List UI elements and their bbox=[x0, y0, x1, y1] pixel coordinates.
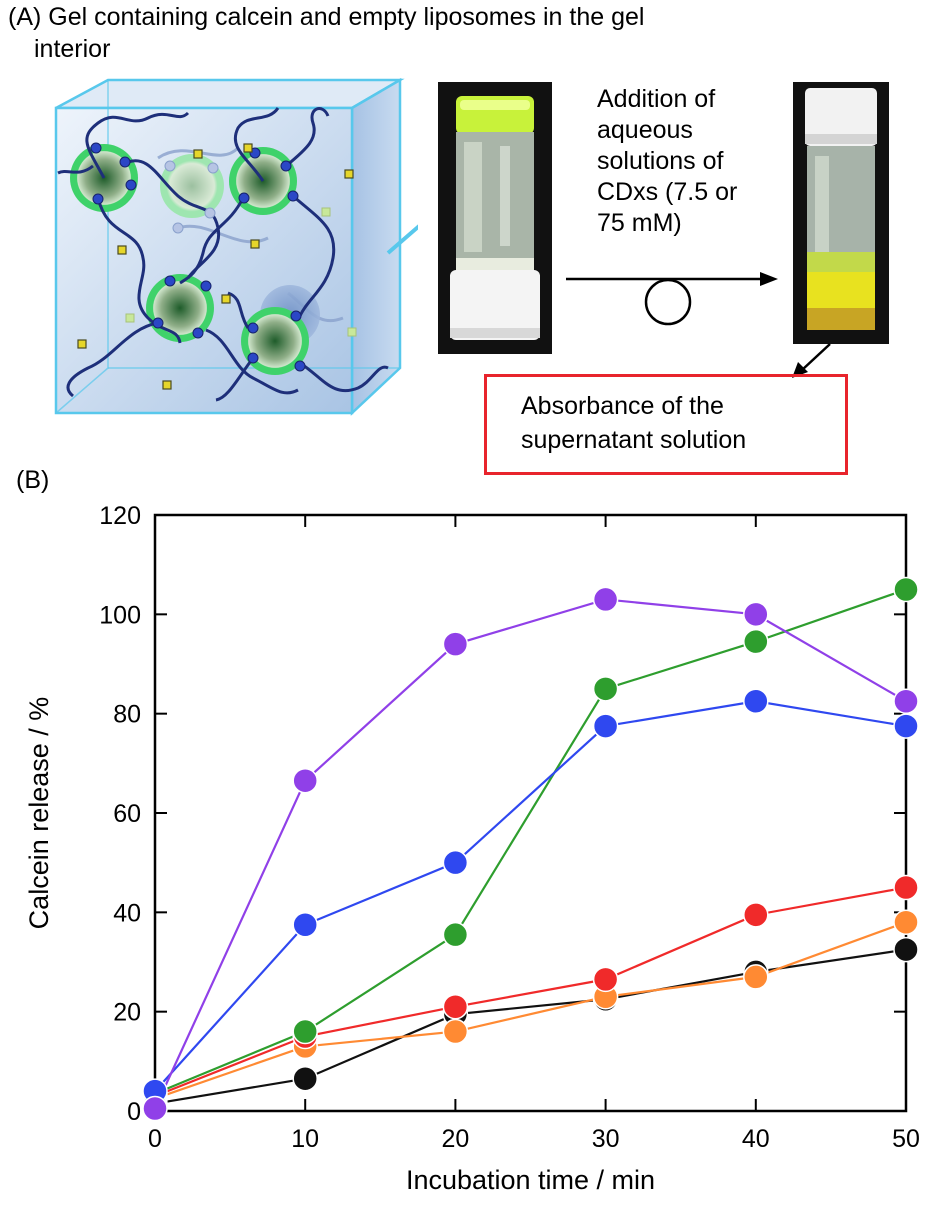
vial-photo-before bbox=[438, 82, 552, 354]
x-tick-label: 0 bbox=[148, 1125, 162, 1153]
data-point-3-3 bbox=[592, 676, 619, 702]
data-point-5-4 bbox=[743, 601, 769, 628]
data-point-4-3 bbox=[592, 713, 619, 739]
data-point-5-0 bbox=[142, 1095, 168, 1122]
y-tick-label: 40 bbox=[113, 899, 141, 927]
data-point-5-5 bbox=[893, 688, 919, 714]
x-tick-label: 20 bbox=[441, 1125, 469, 1153]
data-point-4-1 bbox=[292, 912, 318, 938]
x-tick-label: 30 bbox=[592, 1125, 620, 1153]
y-tick-label: 60 bbox=[113, 800, 141, 828]
data-point-4-4 bbox=[743, 688, 769, 714]
panel-b-label: (B) bbox=[16, 466, 50, 494]
addition-label-line4: CDxs (7.5 or bbox=[597, 178, 738, 206]
data-point-1-2 bbox=[442, 1018, 469, 1045]
result-label-line2: supernatant solution bbox=[521, 426, 747, 454]
x-tick-label: 50 bbox=[892, 1125, 920, 1153]
y-tick-label: 20 bbox=[113, 999, 141, 1027]
data-point-1-4 bbox=[743, 964, 769, 990]
addition-label-line1: Addition of bbox=[597, 85, 716, 113]
panel-a-title-line2: interior bbox=[34, 35, 111, 63]
x-tick-label: 10 bbox=[291, 1125, 319, 1153]
data-point-0-5 bbox=[893, 936, 919, 963]
data-point-3-4 bbox=[743, 628, 769, 655]
addition-label-line5: 75 mM) bbox=[597, 209, 682, 237]
x-axis-label: Incubation time / min bbox=[406, 1165, 655, 1195]
series-line-5 bbox=[153, 598, 907, 1109]
data-point-4-2 bbox=[442, 849, 469, 876]
result-label-line1: Absorbance of the bbox=[521, 392, 724, 420]
data-point-2-4 bbox=[743, 902, 769, 928]
arrow-right bbox=[566, 272, 778, 326]
y-tick-label: 80 bbox=[113, 701, 141, 729]
loop-symbol bbox=[644, 278, 692, 326]
series-line-3 bbox=[154, 588, 907, 1095]
data-point-2-5 bbox=[893, 874, 919, 901]
data-point-2-3 bbox=[592, 966, 619, 993]
gel-cube-illustration bbox=[54, 78, 418, 416]
panel-a-title-line1: (A) Gel containing calcein and empty lip… bbox=[8, 3, 645, 31]
series-line-1 bbox=[154, 921, 907, 1100]
y-tick-label: 0 bbox=[127, 1098, 141, 1126]
series-line-4 bbox=[154, 700, 907, 1092]
y-tick-label: 120 bbox=[99, 502, 141, 530]
addition-label-line2: aqueous bbox=[597, 116, 693, 144]
y-axis-label: Calcein release / % bbox=[24, 697, 54, 930]
data-point-0-1 bbox=[292, 1065, 318, 1092]
data-point-3-5 bbox=[893, 576, 919, 603]
data-point-1-5 bbox=[893, 909, 919, 936]
data-point-2-2 bbox=[442, 993, 469, 1020]
data-point-5-2 bbox=[442, 631, 469, 657]
calcein-release-chart: 0 20 40 60 80 100 120 0 10 20 30 40 50 Incubation tim… bbox=[24, 502, 920, 1195]
addition-label-line3: solutions of bbox=[597, 147, 724, 175]
data-point-3-1 bbox=[292, 1018, 318, 1045]
y-tick-label: 100 bbox=[99, 601, 141, 629]
result-box: Absorbance of the supernatant solution bbox=[484, 374, 848, 475]
data-point-5-3 bbox=[592, 586, 619, 613]
x-tick-label: 40 bbox=[742, 1125, 770, 1153]
pointer-arrow bbox=[386, 224, 418, 255]
data-point-4-5 bbox=[893, 713, 919, 739]
vial-photo-after bbox=[793, 82, 889, 344]
series-line-0 bbox=[154, 948, 907, 1105]
data-point-5-1 bbox=[292, 767, 318, 794]
data-point-3-2 bbox=[442, 921, 469, 948]
series-line-2 bbox=[154, 886, 907, 1098]
